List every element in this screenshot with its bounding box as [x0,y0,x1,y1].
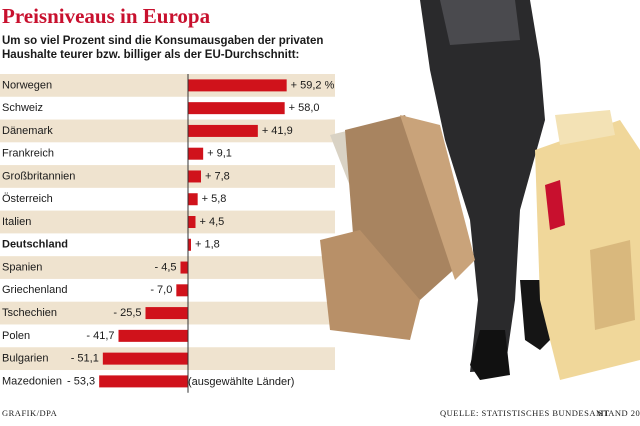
bar [188,124,258,137]
value-label: + 9,1 [207,148,232,160]
bar [118,329,188,342]
category-label: Norwegen [2,79,52,91]
row-stripe [0,210,335,234]
category-label: Bulgarien [2,353,48,365]
value-label: + 7,8 [205,170,230,182]
bar [188,216,196,229]
value-label: - 51,1 [71,353,99,365]
category-label: Dänemark [2,125,53,137]
category-label: Großbritannien [2,170,75,182]
bar [188,147,204,160]
bar [188,102,285,115]
source: Quelle: Statistisches Bundesamt [440,408,610,418]
bar [145,307,188,320]
category-label: Polen [2,330,30,342]
bar [188,79,287,92]
value-label: + 4,5 [200,216,225,228]
category-label: Tschechien [2,307,57,319]
bar [176,284,188,297]
category-label: Italien [2,216,31,228]
subtitle: Um so viel Prozent sind die Konsumausgab… [2,35,323,47]
row-stripe [0,256,335,279]
value-label: - 4,5 [154,261,176,273]
annotation: (ausgewählte Länder) [188,376,294,388]
photo [320,0,640,380]
category-label: Griechenland [2,284,67,296]
category-label: Mazedonien [2,375,62,387]
date: Stand 20 [598,408,640,418]
value-label: + 59,2 % [291,79,335,91]
row-stripe [0,165,335,188]
value-label: - 41,7 [86,330,114,342]
value-label: - 53,3 [67,375,95,387]
bar [102,352,188,365]
category-label: Schweiz [2,102,43,114]
bar [188,238,191,251]
category-label: Spanien [2,261,42,273]
value-label: - 7,0 [150,284,172,296]
category-label: Frankreich [2,148,54,160]
value-label: + 41,9 [262,125,293,137]
value-label: + 1,8 [195,239,220,251]
bar [188,170,201,183]
chart-title: Preisniveaus in Europa [2,4,211,28]
credit: Grafik/dpa [2,408,58,418]
chart: Norwegen + 59,2 % Schweiz + 58,0 Dänemark + 4… [0,74,335,393]
category-label: Deutschland [2,239,68,251]
value-label: + 58,0 [289,102,320,114]
bar [180,261,188,274]
subtitle: Haushalte teurer bzw. billiger als der E… [2,49,299,61]
bar [99,375,188,388]
value-label: + 5,8 [202,193,227,205]
value-label: - 25,5 [113,307,141,319]
category-label: Österreich [2,193,53,205]
bar [188,193,198,206]
